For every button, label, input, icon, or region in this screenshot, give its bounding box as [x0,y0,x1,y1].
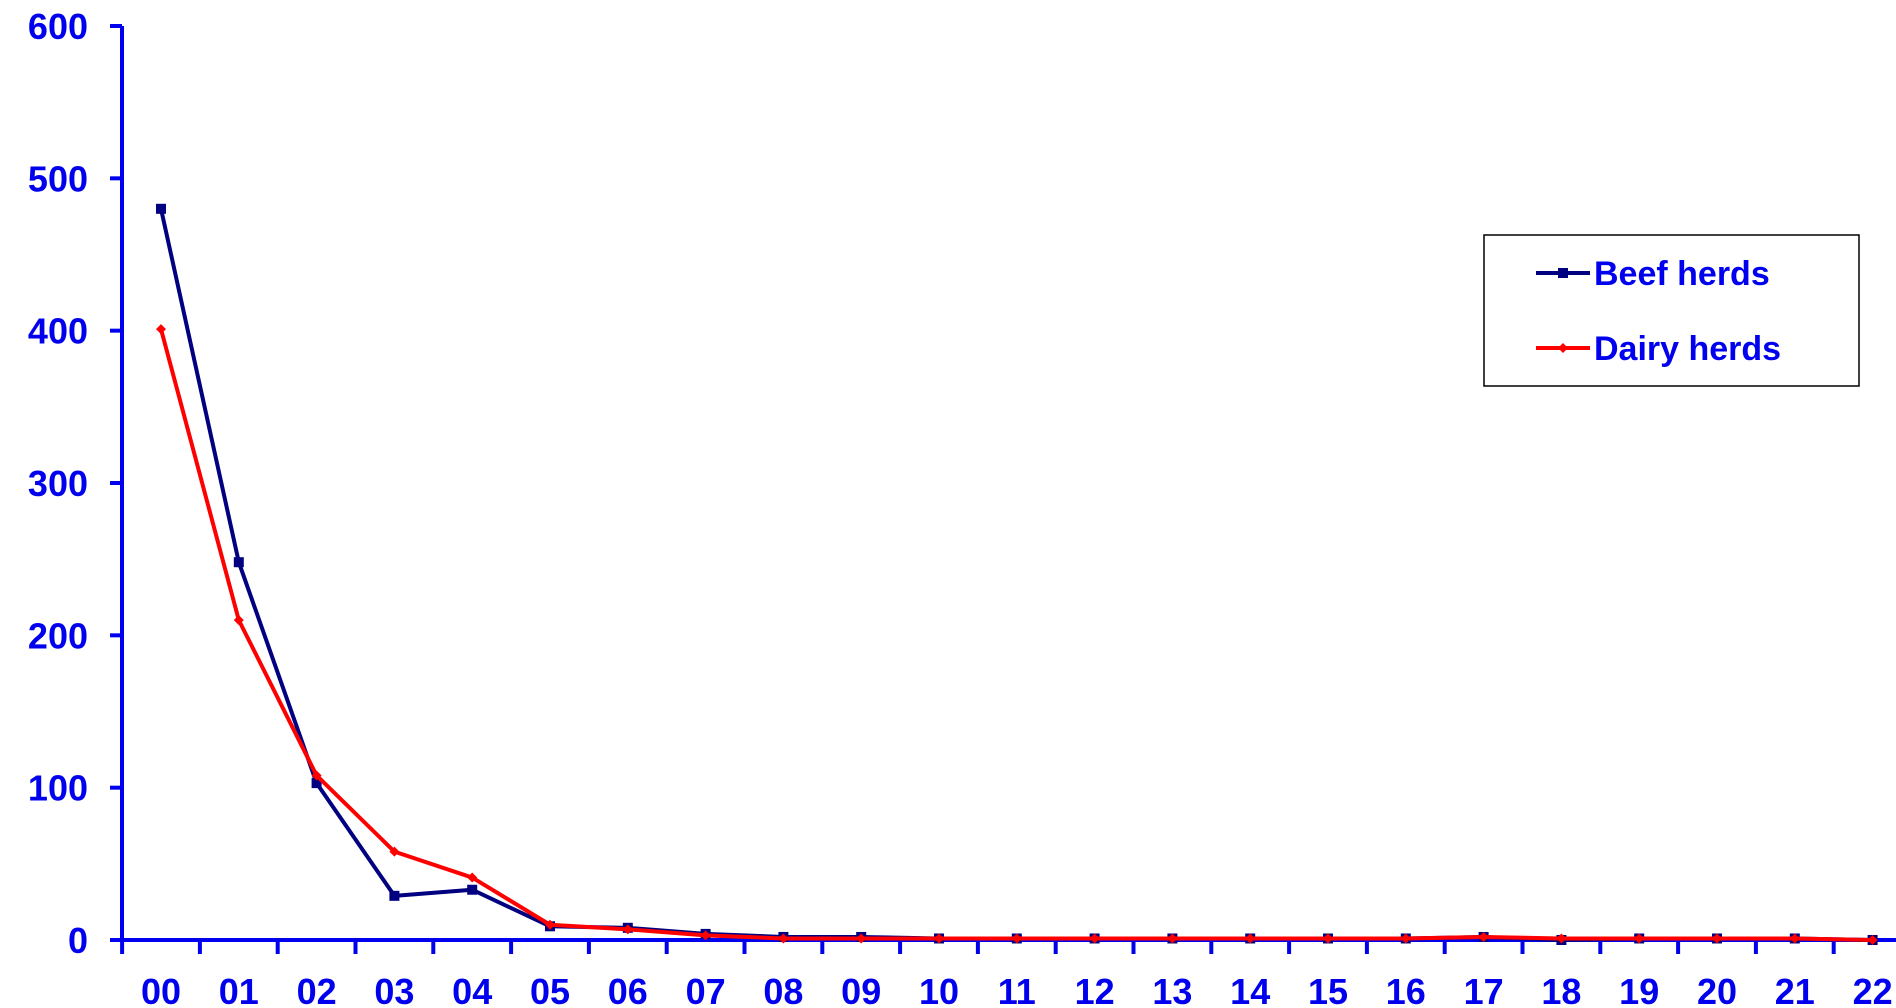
data-point [1245,933,1256,944]
data-point [467,884,478,895]
x-tick-label: 09 [841,971,881,1008]
x-tick-label: 03 [374,971,414,1008]
x-tick-label: 18 [1541,971,1581,1008]
x-tick-label: 13 [1152,971,1192,1008]
axes: 0 100 200 300 400 500 600 00 01 02 03 04 05 06 07 08 09 1… [28,6,1896,1008]
data-point [778,933,789,944]
series-line [159,328,1873,942]
x-tick-label: 10 [919,971,959,1008]
x-tick-label: 04 [452,971,492,1008]
x-tick-label: 15 [1308,971,1348,1008]
x-tick-label: 05 [530,971,570,1008]
legend-box [1483,234,1860,387]
x-tick-label: 06 [608,971,648,1008]
legend-swatch-marker [1558,268,1568,278]
x-tick-label: 22 [1853,971,1893,1008]
data-point [156,324,166,335]
data-point [1167,933,1178,944]
y-tick-label: 100 [28,768,88,809]
x-tick-label: 16 [1386,971,1426,1008]
y-tick-label: 400 [28,311,88,352]
data-point [233,615,244,626]
x-tick-label: 17 [1464,971,1504,1008]
x-tick-label: 02 [297,971,337,1008]
data-point [156,203,166,214]
data-point [467,872,478,883]
data-point [856,933,867,944]
data-point [1089,933,1100,944]
y-tick-label: 0 [68,920,88,961]
series-dairy-herds [156,324,1878,945]
data-point [1011,933,1022,944]
data-point [1323,933,1333,944]
data-point [700,930,711,941]
y-tick-label: 600 [28,6,88,47]
data-point [1556,933,1567,944]
x-tick-label: 07 [686,971,726,1008]
x-tick-label: 12 [1075,971,1115,1008]
x-tick-label: 00 [141,971,181,1008]
x-tick-label: 08 [763,971,803,1008]
data-point [1789,933,1800,944]
data-point [311,778,322,789]
data-point [1478,931,1489,942]
y-tick-label: 300 [28,463,88,504]
x-tick-label: 20 [1697,971,1737,1008]
legend-item: Dairy herds [1536,330,1781,368]
data-point [545,919,555,930]
x-tick-label: 14 [1230,971,1270,1008]
y-tick-label: 500 [28,158,88,199]
data-point [1634,933,1645,944]
data-point [233,557,244,568]
data-point [389,890,400,901]
y-tick-label: 200 [28,615,88,656]
data-point [1712,933,1722,944]
data-point [389,846,400,857]
x-tick-label: 19 [1619,971,1659,1008]
legend-item: Beef herds [1536,255,1770,293]
data-point [1400,933,1411,944]
data-point [311,770,322,781]
x-tick-label: 21 [1775,971,1815,1008]
x-tick-label: 11 [998,971,1036,1008]
legend-label: Dairy herds [1594,330,1781,368]
series-layer [156,203,1878,945]
data-point [1867,935,1878,945]
data-point [934,933,944,944]
legend-label: Beef herds [1594,255,1770,293]
legend: Beef herds Dairy herds [1483,234,1860,387]
data-point [622,924,633,935]
x-tick-label: 01 [219,971,259,1008]
legend-swatch-marker [1558,343,1568,353]
